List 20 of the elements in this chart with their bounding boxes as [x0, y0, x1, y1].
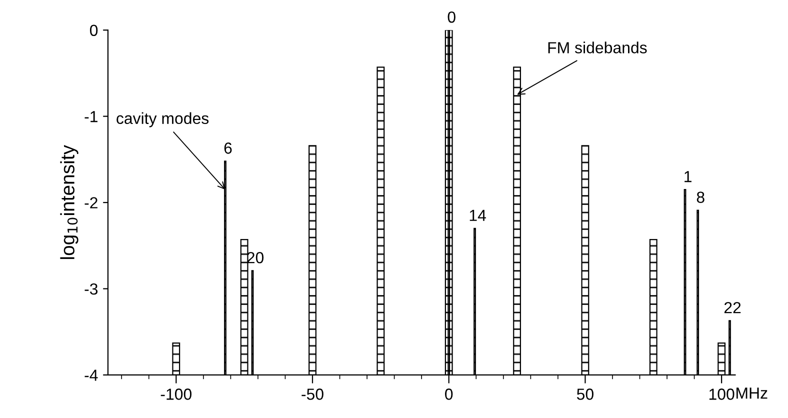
x-tick-label: -100 — [160, 388, 192, 400]
y-tick-label: -4 — [84, 370, 98, 381]
x-tick-label: 0 — [445, 388, 453, 400]
y-tick-label: -1 — [84, 111, 98, 122]
annotation: 6 — [224, 142, 232, 154]
x-tick-label: 100 — [709, 388, 734, 400]
annotation: cavity modes — [116, 112, 209, 128]
x-tick-label: -50 — [302, 388, 324, 400]
annotation: 14 — [470, 210, 486, 221]
annotation: 1 — [684, 171, 692, 182]
y-axis-title: log$_{10}$intensity — [60, 144, 78, 259]
y-tick-label: -2 — [84, 197, 98, 208]
annotation: FM sidebands — [548, 42, 647, 54]
x-tick-label: 50 — [576, 388, 594, 400]
y-tick-label: 0 — [90, 24, 98, 36]
annotation: 22 — [724, 302, 741, 314]
annotation: 0 — [448, 11, 456, 23]
x-axis-title: MHz — [736, 388, 768, 399]
annotation: 8 — [696, 192, 704, 203]
y-tick-label: -3 — [84, 283, 98, 295]
